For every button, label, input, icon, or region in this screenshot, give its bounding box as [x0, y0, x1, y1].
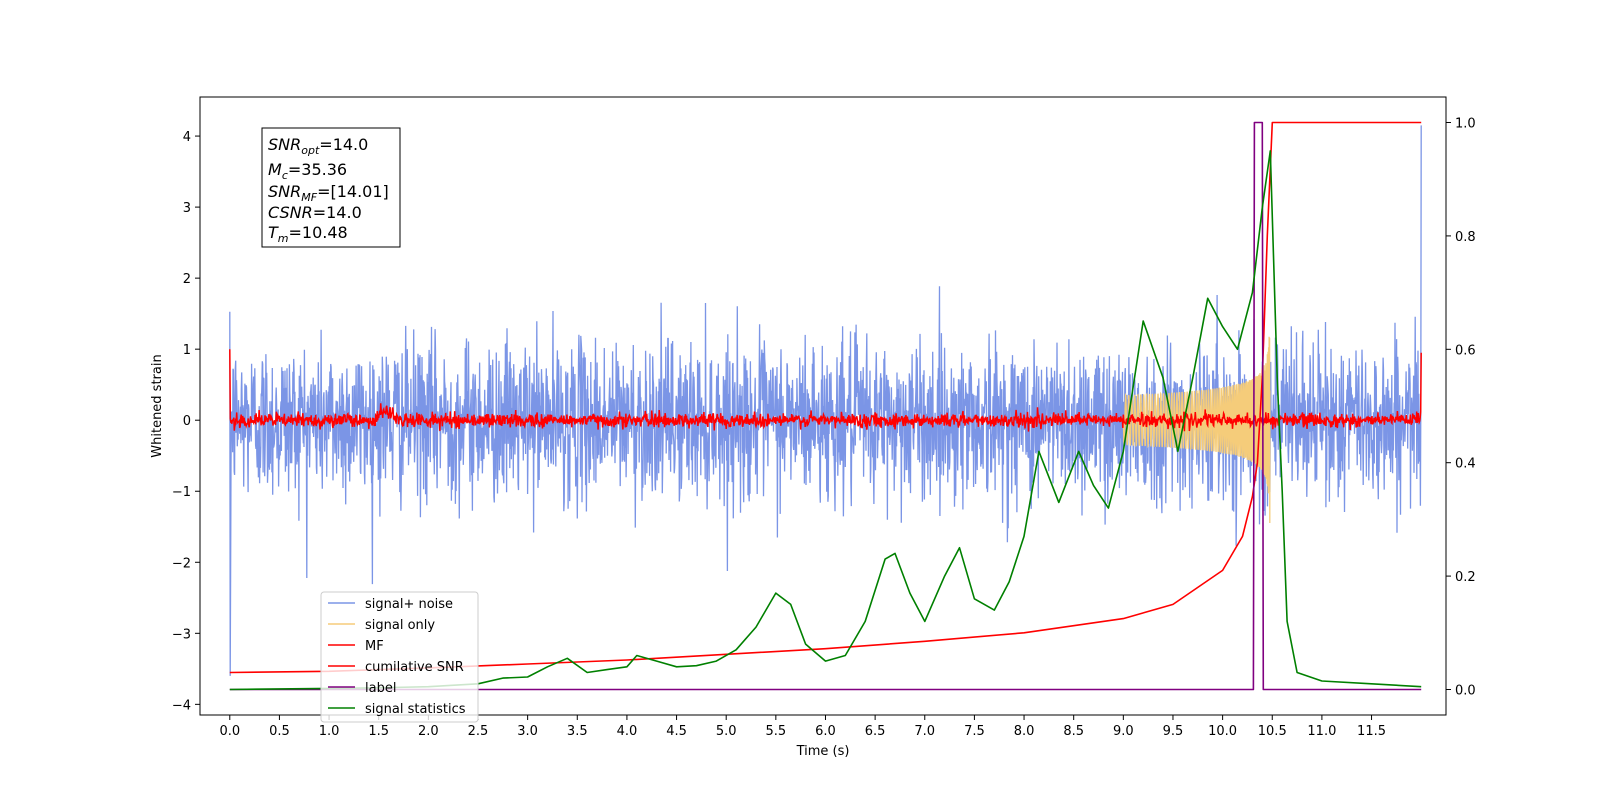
series-signal-statistics	[229, 150, 1422, 691]
series-signal-only	[1122, 336, 1271, 524]
y-right-tick-label-2: 0.4	[1455, 457, 1476, 472]
y-left-tick-label-7: 3	[183, 201, 191, 216]
y-left-tick-label-6: 2	[183, 272, 191, 287]
x-tick-label-7: 3.5	[567, 724, 588, 739]
y-left-tick-label-4: 0	[183, 414, 191, 429]
legend: signal+ noise signal only MF cumilative …	[320, 591, 479, 723]
annotation-mc: Mc=35.36	[268, 160, 347, 182]
y-right-tick-label-3: 0.6	[1455, 343, 1476, 358]
y-left-tick-label-1: −3	[172, 627, 191, 642]
x-tick-label-23: 11.5	[1357, 724, 1386, 739]
y-right-tick-label-1: 0.2	[1455, 570, 1476, 585]
y-left-tick-label-5: 1	[183, 343, 191, 358]
x-tick-label-21: 10.5	[1258, 724, 1287, 739]
x-tick-label-17: 8.5	[1063, 724, 1084, 739]
legend-label-cumulative-snr: cumilative SNR	[365, 660, 464, 675]
legend-label-label: label	[365, 681, 396, 696]
y-right-tick-label-4: 0.8	[1455, 230, 1476, 245]
x-tick-label-6: 3.0	[517, 724, 538, 739]
x-tick-label-0: 0.0	[219, 724, 240, 739]
x-tick-label-8: 4.0	[617, 724, 638, 739]
plot-frame	[199, 96, 1447, 716]
y-right-tick-label-5: 1.0	[1455, 117, 1476, 132]
x-tick-label-3: 1.5	[368, 724, 389, 739]
y-axis-label: Whitened strain	[150, 354, 165, 457]
x-tick-label-9: 4.5	[666, 724, 687, 739]
x-tick-label-14: 7.0	[914, 724, 935, 739]
annotation-snr-mf: SNRMF=[14.01]	[268, 182, 389, 204]
y-left-tick-label-8: 4	[183, 130, 191, 145]
series-label	[229, 121, 1422, 691]
x-tick-label-16: 8.0	[1014, 724, 1035, 739]
x-tick-label-4: 2.0	[418, 724, 439, 739]
x-tick-label-11: 5.5	[765, 724, 786, 739]
x-tick-label-13: 6.5	[865, 724, 886, 739]
legend-label-signal-statistics: signal statistics	[365, 702, 466, 717]
annotation-snr-opt: SNRopt=14.0	[268, 135, 368, 157]
x-tick-label-18: 9.0	[1113, 724, 1134, 739]
annotation-csnr: CSNR=14.0	[268, 203, 362, 222]
legend-label-signal-only: signal only	[365, 618, 435, 633]
legend-label-mf: MF	[365, 639, 384, 654]
y-left-tick-label-3: −1	[172, 485, 191, 500]
x-tick-label-12: 6.0	[815, 724, 836, 739]
x-tick-label-15: 7.5	[964, 724, 985, 739]
x-axis-label: Time (s)	[796, 744, 850, 759]
x-tick-label-20: 10.0	[1208, 724, 1237, 739]
y-left-tick-label-2: −2	[172, 556, 191, 571]
x-tick-label-5: 2.5	[468, 724, 489, 739]
x-tick-label-2: 1.0	[319, 724, 340, 739]
annotation-box: SNRopt=14.0 Mc=35.36 SNRMF=[14.01] CSNR=…	[261, 127, 401, 248]
y-left-tick-label-0: −4	[172, 698, 191, 713]
x-tick-label-10: 5.0	[716, 724, 737, 739]
y-right-tick-label-0: 0.0	[1455, 683, 1476, 698]
series-mf	[229, 349, 1422, 432]
x-tick-label-1: 0.5	[269, 724, 290, 739]
x-tick-label-19: 9.5	[1163, 724, 1184, 739]
legend-label-signal-noise: signal+ noise	[365, 597, 453, 612]
x-tick-label-22: 11.0	[1307, 724, 1336, 739]
annotation-tm: Tm=10.48	[268, 223, 348, 245]
